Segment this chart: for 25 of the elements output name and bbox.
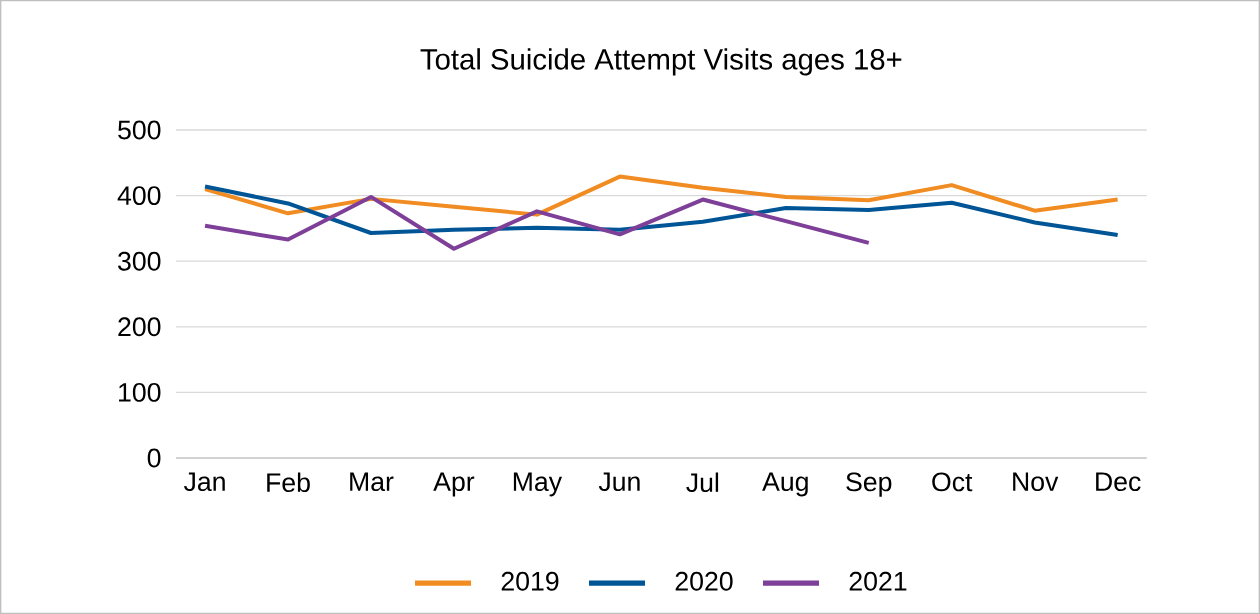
x-tick-label: Dec	[1096, 472, 1141, 492]
x-tick-label: May	[513, 472, 563, 497]
x-tick-label: Feb	[267, 472, 310, 493]
x-tick-label: Nov	[1013, 472, 1059, 492]
chart-title: Total Suicide Attempt Visits ages 18+	[420, 48, 902, 76]
y-tick-label: 400	[117, 186, 161, 206]
x-tick-label: Aug	[762, 472, 808, 497]
legend-label: 2021	[849, 571, 907, 591]
y-tick-label: 100	[119, 382, 161, 402]
line-series	[203, 174, 1120, 217]
x-tick-label: Sep	[846, 472, 892, 497]
x-tick-label: Jul	[686, 472, 719, 493]
line-series	[203, 194, 871, 251]
line-series	[203, 184, 1120, 237]
x-tick-label: Jan	[183, 472, 225, 492]
x-tick-label: Mar	[350, 472, 394, 492]
y-tick-label: 500	[118, 120, 161, 140]
x-tick-label: Oct	[932, 472, 973, 492]
y-tick-label: 0	[147, 448, 161, 468]
x-tick-label: Jun	[598, 472, 640, 492]
legend-label: 2019	[501, 571, 559, 591]
y-tick-label: 300	[118, 251, 161, 271]
legend-label: 2020	[675, 571, 733, 591]
x-tick-label: Apr	[433, 472, 475, 497]
y-tick-label: 200	[118, 317, 161, 337]
